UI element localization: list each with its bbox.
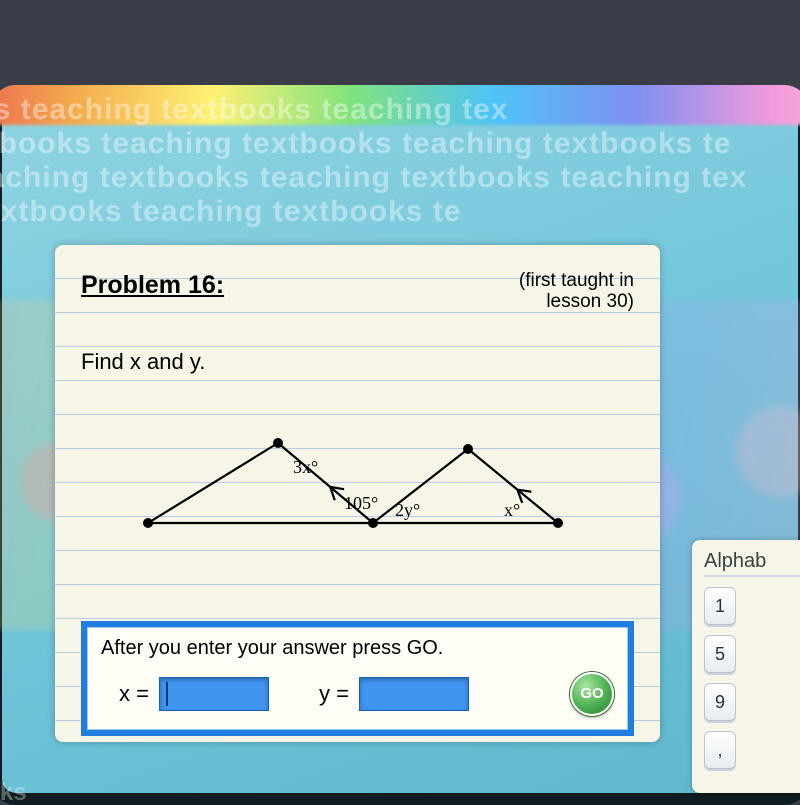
keypad-key[interactable]: 5: [704, 635, 736, 673]
subtitle-line1: (first taught in: [519, 270, 634, 291]
watermark-line: xtbooks teaching textbooks teaching text…: [0, 127, 731, 161]
diagram-container: 3x° 105° 2y° x°: [81, 403, 634, 553]
keypad-key[interactable]: 9: [704, 683, 736, 721]
problem-subtitle: (first taught in lesson 30): [519, 271, 634, 313]
watermark-line: xtbooks teaching textbooks teaching text…: [0, 195, 461, 229]
problem-instruction: Find x and y.: [81, 349, 634, 375]
keypad-tab-alphabet[interactable]: Alphab: [704, 550, 800, 577]
svg-text:2y°: 2y°: [395, 500, 420, 520]
watermark-line: eaching textbooks teaching textbooks tea…: [0, 161, 748, 195]
answer-bar: After you enter your answer press GO. x …: [81, 621, 634, 736]
answer-hint: After you enter your answer press GO.: [101, 637, 614, 660]
y-input[interactable]: [359, 677, 469, 711]
svg-text:3x°: 3x°: [293, 457, 318, 477]
x-equals-label: x =: [119, 681, 149, 707]
keypad-keys: 1 5 9,: [704, 587, 800, 769]
x-input[interactable]: [159, 677, 269, 711]
y-equals-label: y =: [319, 681, 349, 707]
problem-card: Problem 16: (first taught in lesson 30) …: [55, 245, 660, 742]
problem-title: Problem 16:: [81, 271, 224, 300]
watermark-line: teaching textbooks teaching textbooks te…: [0, 93, 509, 127]
svg-text:x°: x°: [504, 500, 520, 520]
geometry-diagram: 3x° 105° 2y° x°: [138, 403, 578, 553]
subtitle-line2: lesson 30): [546, 291, 634, 312]
text-caret: [166, 682, 168, 706]
keypad-key[interactable]: 1: [704, 587, 736, 625]
watermark-corner: ks: [0, 779, 27, 805]
app-screen: teaching textbooks teaching textbooks te…: [0, 85, 800, 805]
go-button[interactable]: GO: [570, 672, 614, 716]
keypad-key[interactable]: ,: [704, 731, 736, 769]
svg-text:105°: 105°: [344, 493, 378, 513]
keypad-panel: Alphab 1 5 9,: [692, 540, 800, 793]
